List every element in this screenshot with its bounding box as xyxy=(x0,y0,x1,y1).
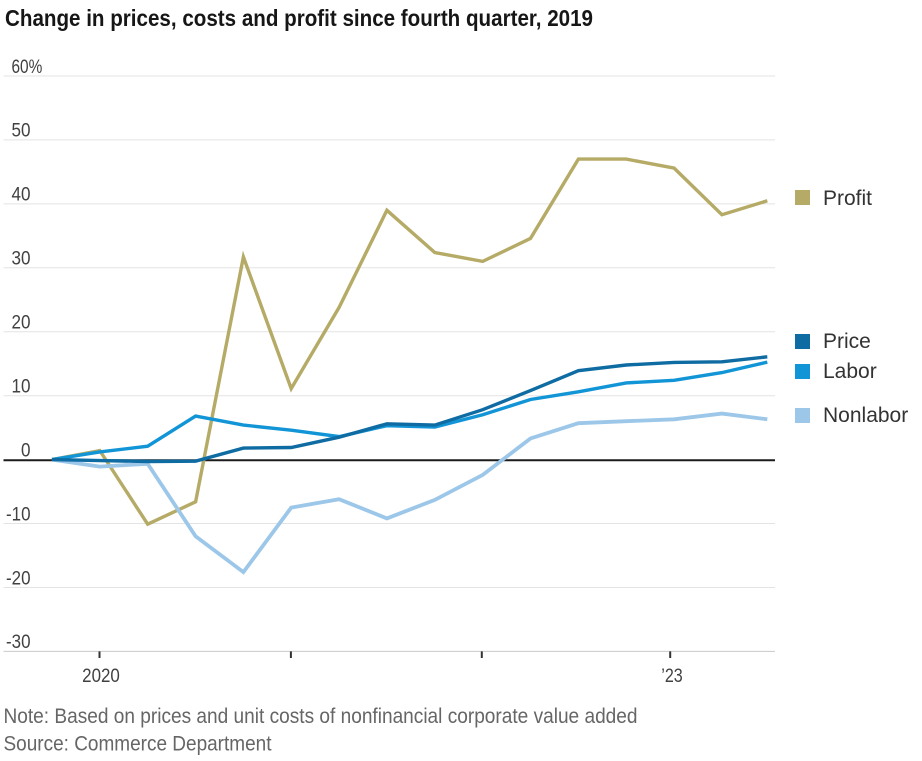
svg-text:Nonlabor: Nonlabor xyxy=(823,404,908,427)
svg-text:Price: Price xyxy=(823,330,871,353)
svg-text:-20: -20 xyxy=(6,568,31,589)
svg-text:40: 40 xyxy=(12,185,31,206)
svg-text:Source: Commerce Department: Source: Commerce Department xyxy=(4,733,272,756)
svg-text:Note: Based on prices and unit: Note: Based on prices and unit costs of … xyxy=(4,705,638,728)
svg-text:’23: ’23 xyxy=(661,666,683,687)
svg-text:10: 10 xyxy=(12,377,31,398)
svg-text:50: 50 xyxy=(12,121,31,142)
svg-text:-10: -10 xyxy=(6,504,31,525)
svg-text:60%: 60% xyxy=(12,57,43,78)
svg-text:0: 0 xyxy=(21,440,31,461)
svg-text:Profit: Profit xyxy=(823,187,872,210)
svg-text:30: 30 xyxy=(12,249,31,270)
svg-text:2020: 2020 xyxy=(82,666,120,687)
svg-text:Labor: Labor xyxy=(823,360,877,383)
svg-text:20: 20 xyxy=(12,313,31,334)
svg-text:-30: -30 xyxy=(6,632,31,653)
svg-text:Change in prices, costs and pr: Change in prices, costs and profit since… xyxy=(5,5,593,31)
